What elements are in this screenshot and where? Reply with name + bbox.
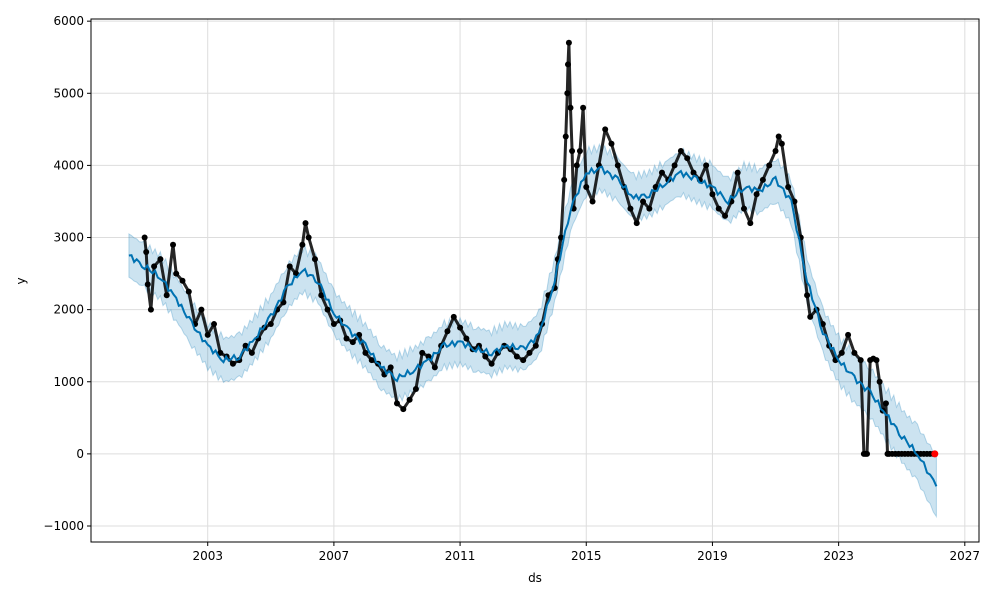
x-axis-label: ds <box>528 571 542 585</box>
y-tick-label: 0 <box>76 447 84 461</box>
x-tick-label: 2003 <box>192 549 223 563</box>
y-axis: −1000 0 1000 2000 3000 4000 5000 6000 <box>43 14 91 533</box>
y-tick-label: 2000 <box>53 303 84 317</box>
uncertainty-band <box>128 142 937 519</box>
x-tick-label: 2011 <box>445 549 476 563</box>
y-tick-label: 1000 <box>53 375 84 389</box>
y-axis-label: y <box>14 277 28 284</box>
grid <box>91 19 979 542</box>
x-axis: 2003 2007 2011 2015 2019 2023 2027 <box>192 542 980 563</box>
x-tick-label: 2007 <box>319 549 350 563</box>
y-tick-label: 4000 <box>53 158 84 172</box>
plot-frame <box>90 18 980 543</box>
y-tick-label: 3000 <box>53 231 84 245</box>
x-tick-label: 2027 <box>950 549 981 563</box>
x-tick-label: 2023 <box>823 549 854 563</box>
y-tick-label: −1000 <box>43 519 84 533</box>
observed-trace <box>143 41 934 456</box>
observed-points <box>141 39 937 457</box>
highlight-point <box>931 450 939 458</box>
y-tick-label: 6000 <box>53 14 84 28</box>
x-tick-label: 2019 <box>697 549 728 563</box>
y-tick-label: 5000 <box>53 86 84 100</box>
x-tick-label: 2015 <box>571 549 602 563</box>
forecast-line <box>128 165 938 487</box>
highlight-layer <box>931 450 939 458</box>
